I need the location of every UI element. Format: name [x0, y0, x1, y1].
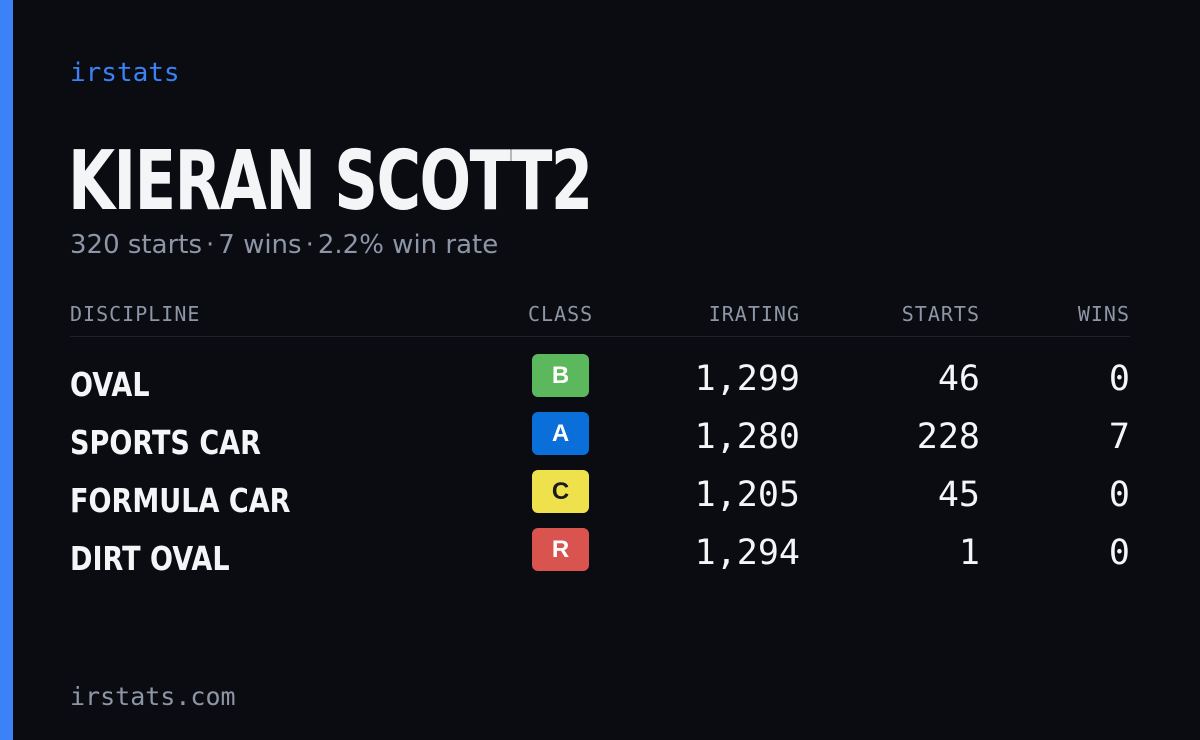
class-badge: R	[532, 528, 589, 571]
starts-value: 45	[937, 475, 980, 515]
accent-bar	[0, 0, 13, 740]
discipline-name: DIRT OVAL	[70, 539, 230, 578]
driver-summary: 320 starts · 7 wins · 2.2% win rate	[70, 227, 498, 263]
starts-value: 1	[958, 533, 980, 573]
total-wins: 7 wins	[218, 230, 302, 260]
column-header-class: CLASS	[528, 302, 594, 326]
class-badge: A	[532, 412, 589, 455]
column-header-irating: IRATING	[708, 302, 800, 326]
discipline-name: SPORTS CAR	[70, 423, 261, 462]
irating-value: 1,294	[694, 533, 800, 573]
irating-value: 1,205	[694, 475, 800, 515]
wins-value: 0	[1108, 475, 1130, 515]
win-rate: 2.2% win rate	[317, 230, 499, 260]
irating-value: 1,280	[694, 417, 800, 457]
discipline-name: FORMULA CAR	[70, 481, 291, 520]
column-header-wins: WINS	[1077, 302, 1130, 326]
summary-separator: ·	[206, 230, 215, 260]
header-divider	[70, 336, 1130, 337]
brand-logo: irstats	[70, 58, 180, 88]
summary-separator: ·	[305, 230, 314, 260]
total-starts: 320 starts	[70, 230, 202, 260]
discipline-name: OVAL	[70, 365, 150, 404]
class-badge: B	[532, 354, 589, 397]
driver-name: KIERAN SCOTT2	[68, 134, 593, 229]
irating-value: 1,299	[694, 359, 800, 399]
wins-value: 7	[1108, 417, 1130, 457]
column-header-starts: STARTS	[901, 302, 980, 326]
table-row: SPORTS CAR A 1,280 228 7	[0, 412, 1200, 474]
starts-value: 46	[937, 359, 980, 399]
column-header-discipline: DISCIPLINE	[70, 302, 201, 326]
footer-url: irstats.com	[70, 682, 236, 711]
wins-value: 0	[1108, 533, 1130, 573]
table-row: OVAL B 1,299 46 0	[0, 354, 1200, 416]
class-badge: C	[532, 470, 589, 513]
table-row: DIRT OVAL R 1,294 1 0	[0, 528, 1200, 590]
starts-value: 228	[916, 417, 980, 457]
wins-value: 0	[1108, 359, 1130, 399]
table-row: FORMULA CAR C 1,205 45 0	[0, 470, 1200, 532]
